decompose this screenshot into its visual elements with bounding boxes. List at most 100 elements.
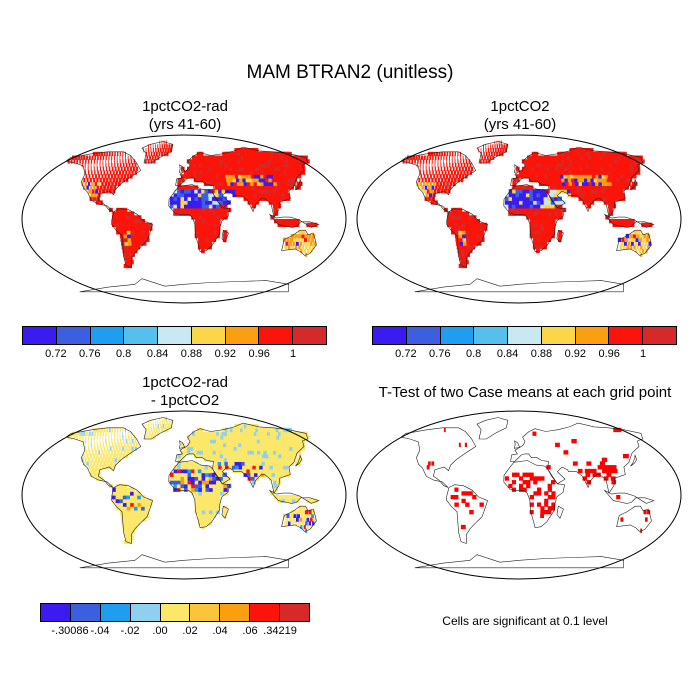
grid-cell xyxy=(235,166,241,172)
grid-cell xyxy=(617,237,622,242)
grid-cell xyxy=(643,233,647,239)
grid-cell xyxy=(461,219,466,224)
grid-cell xyxy=(196,446,201,451)
grid-cell xyxy=(557,177,563,183)
grid-cell xyxy=(208,241,213,246)
grid-cell xyxy=(430,174,432,179)
grid-cell xyxy=(540,233,545,239)
grid-cell xyxy=(193,174,198,179)
grid-cell xyxy=(108,163,110,168)
grid-cell xyxy=(147,435,150,440)
grid-cell xyxy=(103,461,106,466)
grid-cell xyxy=(202,170,207,175)
grid-cell xyxy=(544,491,549,496)
grid-cell xyxy=(200,177,205,183)
grid-cell xyxy=(223,435,229,440)
grid-cell xyxy=(631,181,638,186)
grid-cell xyxy=(180,442,185,448)
grid-cell xyxy=(198,215,203,220)
grid-cell xyxy=(193,450,198,455)
grid-cell xyxy=(565,181,571,186)
grid-cell xyxy=(111,155,113,160)
grid-cell xyxy=(414,159,416,164)
coastline-antarctica xyxy=(79,278,290,293)
grid-cell xyxy=(222,237,227,242)
grid-cell xyxy=(286,457,293,462)
grid-cell xyxy=(225,450,231,455)
grid-cell xyxy=(144,502,149,507)
grid-cell xyxy=(493,151,496,157)
grid-cell xyxy=(186,159,191,164)
grid-cell xyxy=(205,442,210,448)
grid-cell xyxy=(280,181,286,186)
grid-cell xyxy=(283,465,289,470)
grid-cell xyxy=(205,237,210,242)
grid-cell xyxy=(213,181,219,186)
grid-cell xyxy=(222,177,228,183)
grid-cell xyxy=(468,215,473,220)
grid-cell xyxy=(184,192,189,198)
grid-cell xyxy=(204,189,209,194)
grid-cell xyxy=(268,461,274,466)
grid-cell xyxy=(472,226,477,231)
grid-cell xyxy=(566,185,571,190)
grid-cell xyxy=(286,513,290,518)
grid-cell xyxy=(632,163,640,168)
grid-cell xyxy=(108,207,113,213)
colorbar-1pctco2: 0.72 0.76 0.8 0.84 0.88 0.92 0.96 1 xyxy=(372,326,677,361)
grid-cell xyxy=(527,159,532,164)
grid-cell xyxy=(216,439,221,444)
grid-cell xyxy=(125,159,127,164)
grid-cell xyxy=(597,189,603,194)
grid-cell xyxy=(447,211,452,216)
grid-cell xyxy=(119,487,124,492)
coastline-antarctica xyxy=(414,554,625,569)
grid-cell xyxy=(230,457,236,462)
grid-cell xyxy=(128,241,133,246)
grid-cell xyxy=(423,189,427,194)
grid-cell xyxy=(187,487,192,492)
grid-cell xyxy=(439,174,442,179)
grid-cell xyxy=(148,424,149,429)
grid-cell xyxy=(461,222,466,228)
grid-cell xyxy=(97,468,101,474)
grid-cell xyxy=(306,498,311,504)
grid-cell xyxy=(259,442,266,448)
grid-cell xyxy=(461,211,466,216)
grid-cell xyxy=(153,159,156,164)
grid-cell xyxy=(461,215,466,220)
grid-cell xyxy=(532,196,538,201)
grid-cell xyxy=(208,446,214,451)
grid-cell xyxy=(607,204,613,209)
grid-cell xyxy=(212,509,217,515)
grid-cell xyxy=(606,177,613,183)
grid-cell xyxy=(463,163,466,168)
grid-cell xyxy=(196,174,201,179)
grid-cell xyxy=(485,151,488,157)
grid-cell xyxy=(83,177,86,183)
grid-cell xyxy=(226,442,232,448)
grid-cell xyxy=(118,446,122,451)
grid-cell xyxy=(533,215,538,220)
grid-cell xyxy=(547,222,552,228)
grid-cell xyxy=(572,185,578,190)
grid-cell xyxy=(468,230,474,235)
grid-cell xyxy=(285,461,291,466)
grid-cell xyxy=(73,159,76,164)
grid-cell xyxy=(219,177,225,183)
grid-cell xyxy=(212,237,217,242)
grid-cell xyxy=(166,144,168,149)
grid-cell xyxy=(138,517,144,522)
grid-cell xyxy=(258,170,264,175)
grid-cell xyxy=(153,435,156,440)
grid-cell xyxy=(93,196,97,201)
grid-cell xyxy=(196,166,201,172)
grid-cell xyxy=(508,200,513,205)
grid-cell xyxy=(242,446,249,451)
grid-cell xyxy=(554,204,559,209)
grid-cell xyxy=(282,513,287,518)
grid-cell xyxy=(214,189,220,194)
grid-cell xyxy=(246,196,252,201)
grid-cell xyxy=(619,192,625,198)
grid-cell xyxy=(144,226,149,231)
